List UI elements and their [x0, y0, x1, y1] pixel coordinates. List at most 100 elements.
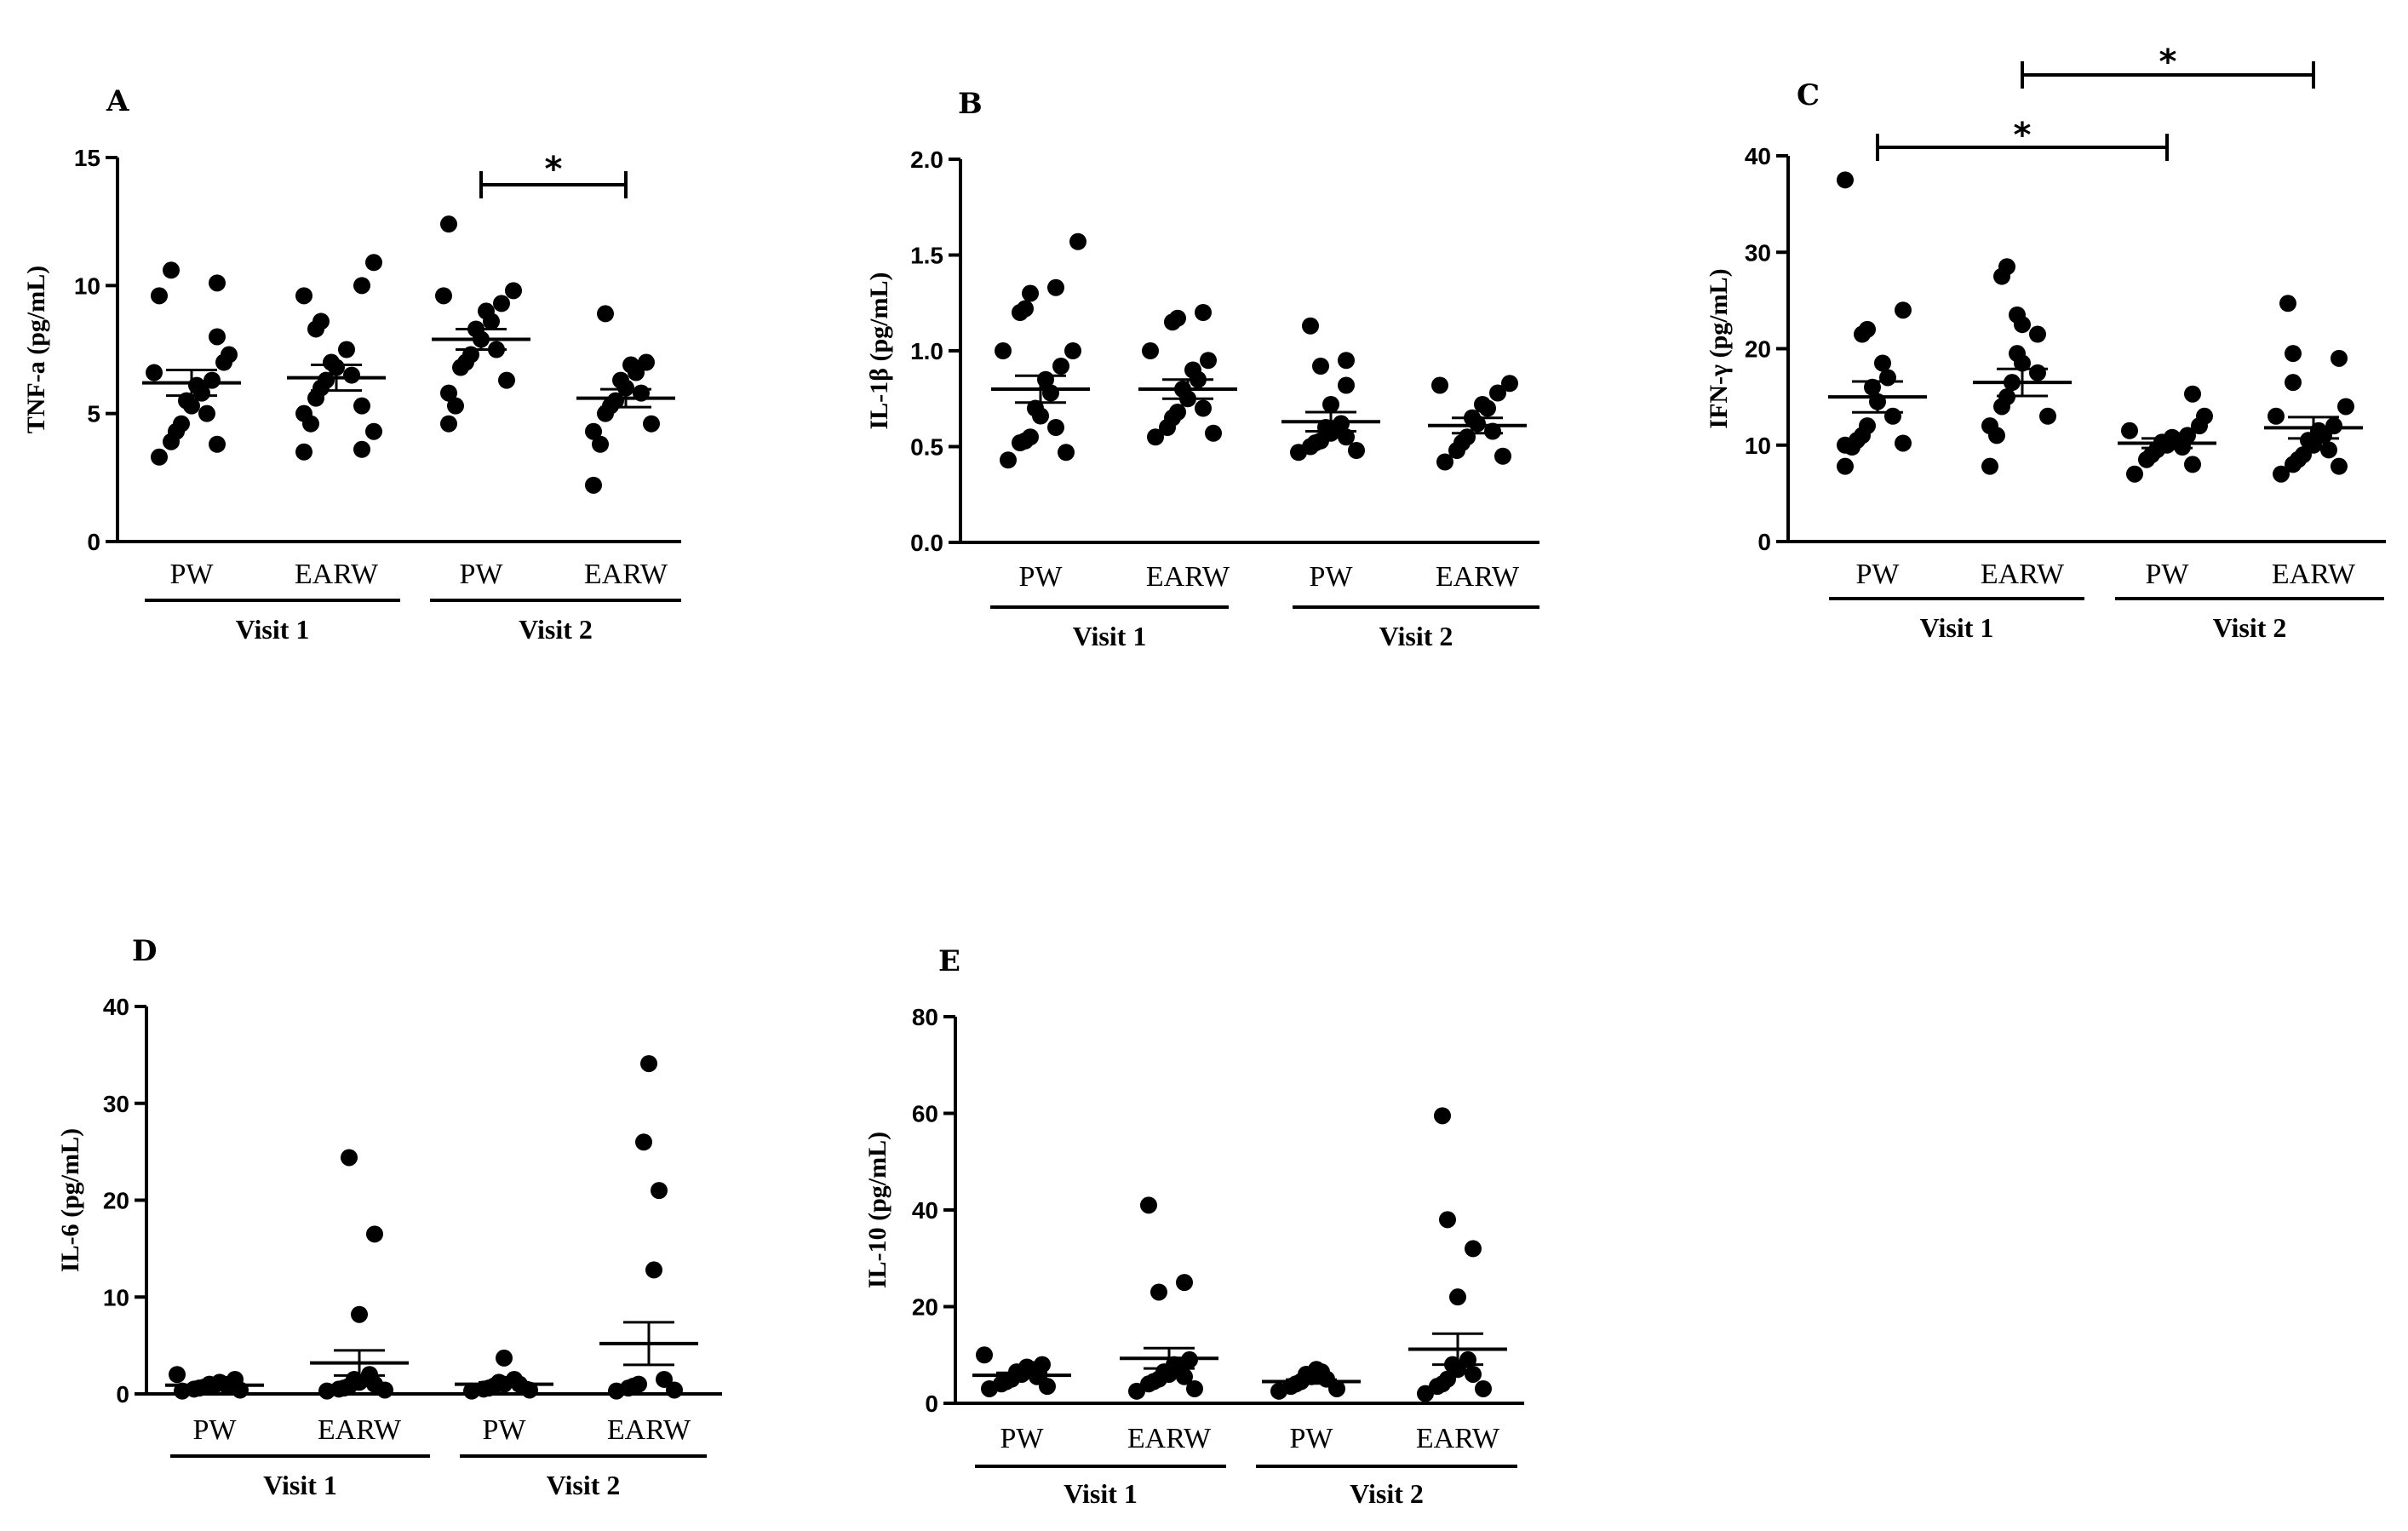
data-point	[493, 295, 510, 313]
group-label: Visit 1	[1920, 612, 1994, 643]
data-point	[2320, 441, 2337, 459]
data-point	[1308, 1361, 1325, 1379]
data-point	[1879, 369, 1896, 387]
data-point	[612, 371, 629, 389]
category-label: EARW	[584, 559, 668, 590]
data-point	[1494, 447, 1511, 465]
data-point	[1981, 457, 1998, 475]
y-tick-label: 40	[103, 994, 129, 1020]
data-point	[312, 313, 330, 330]
data-point	[2029, 364, 2046, 381]
panel-c: C 0 10 20 30 40 IFN-γ (pg/mL) PW EARW PW EARW Visit…	[1705, 43, 2386, 643]
data-point	[365, 254, 382, 272]
data-point	[1449, 1288, 1466, 1306]
category-label: EARW	[318, 1414, 402, 1446]
data-point	[440, 215, 457, 233]
data-point	[496, 1349, 513, 1367]
data-point	[1998, 258, 2015, 276]
y-axis-title: IL-6 (pg/mL)	[56, 1128, 84, 1272]
data-point	[1874, 354, 1891, 372]
group-label: Visit 1	[263, 1470, 337, 1500]
data-point	[366, 1225, 383, 1243]
category-label: PW	[460, 559, 504, 590]
data-point	[2179, 427, 2196, 444]
data-point	[1018, 1358, 1035, 1376]
data-point	[353, 440, 370, 458]
data-point	[1348, 442, 1365, 459]
data-point	[440, 415, 457, 433]
data-point	[209, 274, 226, 292]
data-point	[2331, 349, 2348, 367]
data-point	[1200, 352, 1217, 370]
data-point	[221, 346, 238, 364]
data-point	[2126, 465, 2143, 483]
category-label: PW	[170, 559, 215, 590]
data-point	[638, 353, 655, 371]
category-label: PW	[483, 1414, 527, 1446]
data-point	[1195, 304, 1212, 321]
y-tick-label: 0	[1757, 529, 1771, 555]
data-point	[1022, 428, 1039, 446]
data-point	[1436, 453, 1453, 471]
data-point	[353, 397, 370, 415]
data-point	[1195, 399, 1212, 417]
data-point	[1000, 451, 1017, 469]
data-point	[2184, 385, 2201, 403]
y-tick-label: 0.0	[910, 530, 943, 556]
data-point	[995, 342, 1012, 359]
data-point	[1186, 1379, 1203, 1397]
category-label: PW	[1290, 1423, 1334, 1454]
data-point	[1147, 428, 1164, 446]
y-axis-title: IL-10 (pg/mL)	[863, 1132, 892, 1288]
data-point	[1069, 232, 1086, 250]
data-point	[151, 287, 168, 305]
data-point	[341, 1149, 358, 1167]
y-tick-label: 20	[912, 1294, 938, 1321]
y-tick-label: 20	[103, 1188, 129, 1214]
panel-label: B	[958, 87, 983, 121]
data-point	[1338, 428, 1355, 446]
significance-star: *	[2014, 116, 2032, 155]
y-axis-title: IFN-γ (pg/mL)	[1705, 268, 1733, 428]
category-label: PW	[1856, 559, 1901, 590]
data-point	[1338, 352, 1355, 370]
data-point	[1064, 342, 1081, 359]
data-point	[1895, 434, 1912, 452]
data-point	[351, 1305, 368, 1323]
data-point	[597, 305, 614, 323]
data-point	[1474, 396, 1491, 413]
data-point	[1150, 1283, 1167, 1301]
y-tick-label: 0	[925, 1391, 938, 1417]
data-point	[211, 1373, 228, 1391]
panel-b: B 0.0 0.5 1.0 1.5 2.0 IL-1β (pg/mL) PW EARW PW EAR…	[865, 87, 1539, 651]
data-point	[2009, 306, 2026, 324]
data-point	[2039, 407, 2056, 425]
data-point	[198, 404, 215, 422]
data-point	[2121, 421, 2138, 439]
data-point	[1459, 428, 1476, 446]
y-tick-label: 1.0	[910, 338, 943, 364]
data-point	[2325, 417, 2342, 435]
data-point	[353, 277, 370, 295]
data-point	[2009, 345, 2026, 363]
data-point	[1981, 417, 1998, 435]
data-point	[1895, 301, 1912, 319]
category-label: EARW	[295, 559, 379, 590]
data-point	[630, 1375, 647, 1393]
data-point	[505, 282, 522, 300]
group-label: Visit 1	[1064, 1478, 1138, 1509]
data-point	[2285, 374, 2302, 392]
data-point	[2331, 457, 2348, 475]
data-point	[1431, 376, 1448, 394]
y-tick-label: 40	[912, 1197, 938, 1224]
panel-label: D	[132, 934, 157, 968]
data-point	[1837, 457, 1854, 475]
category-label: EARW	[1981, 559, 2065, 590]
data-point	[478, 302, 495, 320]
y-tick-label: 80	[912, 1004, 938, 1030]
data-point	[2337, 398, 2354, 416]
data-point	[1058, 444, 1075, 462]
data-point	[585, 422, 602, 440]
category-label: PW	[1310, 561, 1354, 593]
data-point	[2279, 295, 2296, 313]
